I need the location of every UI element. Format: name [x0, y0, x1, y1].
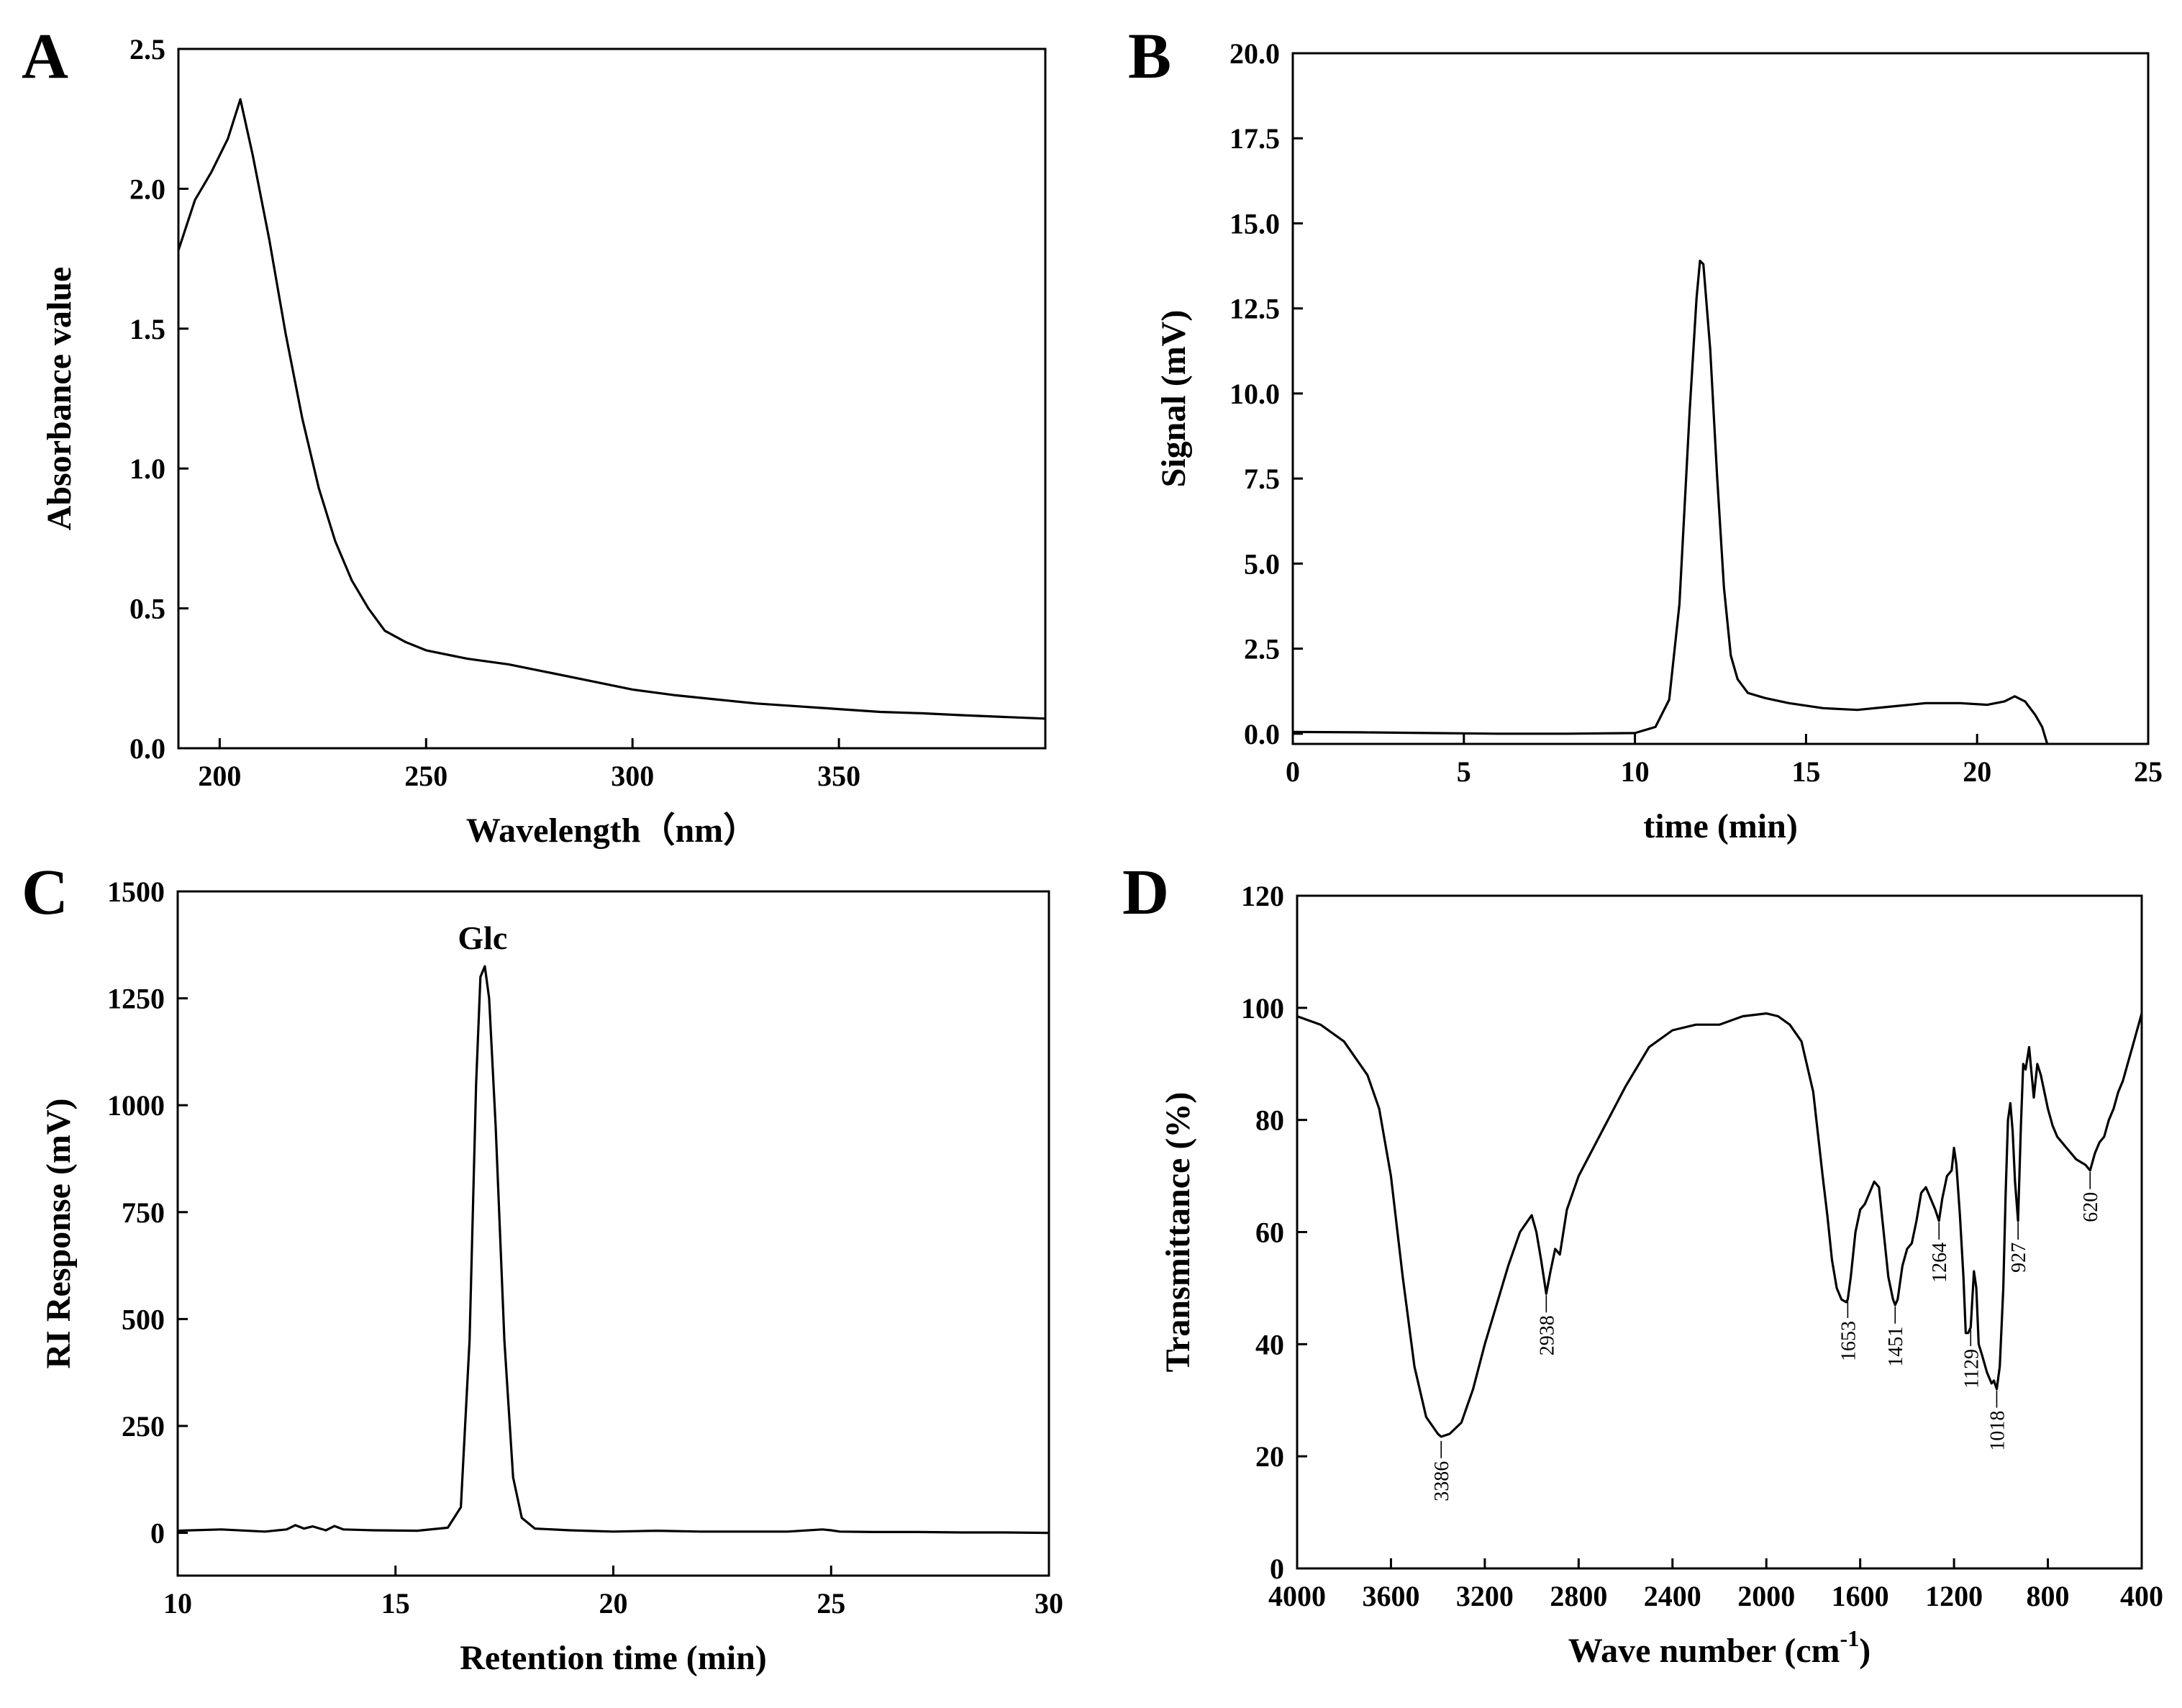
panel-b-series-line — [1293, 259, 2049, 745]
panel-d-x-tick-label: 1200 — [1925, 1580, 1983, 1612]
panel-a-y-tick-label: 0.5 — [129, 593, 165, 625]
panel-a-x-tick-label: 250 — [404, 760, 447, 792]
panel-c-y-tick-label: 1250 — [107, 983, 165, 1015]
panel-b: B 0 5 10 15 20 25 0.0 2.5 5.0 7.5 10.0 12.5 15.0 17.5… — [1128, 21, 2163, 845]
panel-d-y-tick-label: 80 — [1255, 1104, 1284, 1137]
panel-b-y-tick-label: 2.5 — [1244, 633, 1280, 666]
panel-d-y-axis-title: Transmittance (%) — [1159, 1092, 1197, 1373]
panel-d-peak-label: 2938 — [1536, 1315, 1558, 1355]
panel-d-x-axis-title: Wave number (cm-1) — [1568, 1625, 1870, 1670]
panel-a-x-axis-title: Wavelength（nm） — [466, 812, 758, 850]
panel-d-x-tick-label: 800 — [2027, 1580, 2070, 1612]
panel-b-x-tick-label: 0 — [1286, 755, 1300, 788]
panel-a-y-tick-label: 1.5 — [129, 313, 165, 345]
panel-c-y-tick-label: 1500 — [107, 876, 165, 908]
panel-c-y-tick-label: 0 — [150, 1517, 165, 1550]
panel-d-series-line — [1297, 1012, 2142, 1438]
panel-a-series-line — [178, 98, 1045, 720]
panel-c-x-tick-label: 30 — [1035, 1587, 1063, 1620]
panel-a-y-tick-label: 0.0 — [129, 732, 165, 765]
panel-b-y-tick-label: 0.0 — [1244, 718, 1280, 750]
panel-b-y-axis-title: Signal (mV) — [1155, 310, 1193, 488]
panel-a: A 200 250 300 350 0.0 0.5 1.0 1.5 2.0 2.5 Waveleng… — [22, 21, 1047, 850]
panel-b-x-tick-label: 5 — [1457, 755, 1471, 788]
panel-b-x-tick-label: 25 — [2134, 755, 2163, 788]
panel-b-y-tick-label: 12.5 — [1229, 293, 1280, 325]
panel-d-x-tick-label: 3600 — [1362, 1580, 1419, 1612]
panel-d-peak-label: 927 — [2008, 1243, 2030, 1273]
panel-b-x-tick-label: 15 — [1791, 755, 1820, 788]
panel-d-y-tick-label: 20 — [1255, 1440, 1284, 1473]
panel-c-y-tick-label: 750 — [122, 1196, 165, 1229]
panel-c-y-tick-label: 500 — [122, 1303, 165, 1335]
panel-b-x-axis-title: time (min) — [1643, 807, 1798, 845]
panel-a-y-axis-title: Absorbance value — [40, 267, 78, 531]
panel-c-x-tick-label: 15 — [381, 1587, 410, 1620]
panel-d-x-tick-label: 400 — [2120, 1580, 2163, 1612]
panel-d-peak-label: 1264 — [1929, 1243, 1951, 1283]
panel-a-y-tick-label: 1.0 — [129, 453, 165, 485]
panel-b-y-tick-label: 10.0 — [1229, 378, 1280, 410]
panel-c-y-axis-title: RI Response (mV) — [40, 1099, 78, 1369]
panel-d-peak-label: 3386 — [1431, 1461, 1453, 1502]
panel-d-y-tick-label: 60 — [1255, 1217, 1284, 1249]
panel-b-x-tick-label: 20 — [1963, 755, 1991, 788]
panel-d-x-tick-label: 2000 — [1737, 1580, 1795, 1612]
panel-b-x-tick-label: 10 — [1621, 755, 1650, 788]
panel-d-x-axis-title-end: ) — [1859, 1632, 1870, 1670]
panel-d: D 4000 3600 3200 2800 2400 2000 1600 1200 800 400… — [1122, 857, 2163, 1670]
panel-a-plot-frame — [177, 47, 1047, 750]
panel-d-peak-label: 1653 — [1837, 1321, 1860, 1361]
panel-c-series-line — [178, 965, 1049, 1535]
panel-a-y-tick-label: 2.5 — [129, 33, 165, 65]
panel-c-x-tick-label: 20 — [599, 1587, 628, 1620]
panel-d-y-tick-label: 100 — [1241, 992, 1284, 1025]
panel-c-x-axis-title: Retention time (min) — [460, 1639, 767, 1677]
panel-a-x-tick-label: 300 — [611, 760, 654, 792]
panel-c: C 10 15 20 25 30 0 250 500 750 1000 1250 1500 Retent… — [22, 857, 1063, 1677]
panel-a-y-tick-label: 2.0 — [129, 173, 165, 205]
panel-b-plot-frame — [1291, 52, 2150, 745]
panel-d-peak-label: 1018 — [1986, 1411, 2009, 1451]
panel-d-y-tick-label: 0 — [1270, 1553, 1284, 1585]
panel-d-x-axis-title-sup: -1 — [1840, 1625, 1860, 1651]
panel-c-letter: C — [22, 857, 68, 928]
panel-d-x-tick-label: 1600 — [1832, 1580, 1889, 1612]
panel-b-letter: B — [1128, 21, 1171, 92]
panel-d-y-tick-label: 120 — [1241, 880, 1284, 912]
panel-d-peak-label: 620 — [2080, 1192, 2102, 1222]
panel-d-y-tick-label: 40 — [1255, 1328, 1284, 1361]
panel-b-y-tick-label: 7.5 — [1244, 463, 1280, 495]
panel-c-x-tick-label: 10 — [163, 1587, 192, 1620]
panel-a-x-tick-label: 200 — [198, 760, 241, 792]
panel-d-letter: D — [1122, 857, 1169, 928]
panel-d-x-tick-label: 3200 — [1456, 1580, 1514, 1612]
panel-b-y-tick-label: 5.0 — [1244, 548, 1280, 580]
panel-d-x-tick-label: 4000 — [1268, 1580, 1326, 1612]
panel-c-y-tick-label: 1000 — [107, 1089, 165, 1122]
panel-d-peak-label: 1129 — [1960, 1349, 1983, 1389]
panel-c-annotation: Glc — [458, 919, 507, 956]
panel-c-x-tick-label: 25 — [817, 1587, 845, 1620]
panel-c-y-tick-label: 250 — [122, 1410, 165, 1443]
panel-a-letter: A — [22, 21, 68, 92]
panel-d-peak-label: 1451 — [1885, 1327, 1907, 1367]
panel-b-y-tick-label: 20.0 — [1229, 37, 1280, 70]
panel-a-x-tick-label: 350 — [817, 760, 860, 792]
panel-d-x-tick-label: 2400 — [1644, 1580, 1701, 1612]
panel-b-y-tick-label: 17.5 — [1229, 122, 1280, 155]
panel-d-x-tick-label: 2800 — [1550, 1580, 1607, 1612]
panel-b-y-tick-label: 15.0 — [1229, 207, 1280, 240]
